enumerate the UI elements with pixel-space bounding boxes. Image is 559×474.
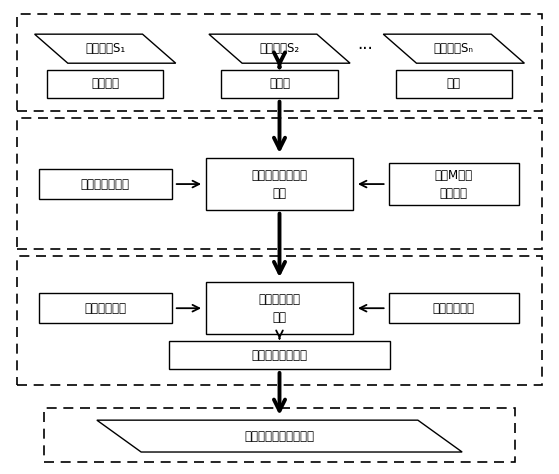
Text: 筛选相似像元: 筛选相似像元 <box>84 302 126 315</box>
Bar <box>169 341 390 369</box>
Text: 传感器辐射关联: 传感器辐射关联 <box>80 178 130 191</box>
Text: 基于M估计
类内拟合: 基于M估计 类内拟合 <box>435 169 473 200</box>
Text: 重采样: 重采样 <box>269 77 290 91</box>
Text: 变分框架迭代求解: 变分框架迭代求解 <box>252 348 307 362</box>
Text: 定量产品Sₙ: 定量产品Sₙ <box>434 42 474 55</box>
Bar <box>206 158 353 210</box>
Text: 分类: 分类 <box>447 77 461 91</box>
Polygon shape <box>35 34 176 63</box>
Bar <box>396 70 512 98</box>
Bar <box>39 293 172 323</box>
Text: 构造权重函数: 构造权重函数 <box>433 302 475 315</box>
Bar <box>17 15 542 110</box>
Text: ···: ··· <box>357 40 373 58</box>
Bar <box>44 408 515 462</box>
Text: 尺度差异不确定性
描述: 尺度差异不确定性 描述 <box>252 169 307 200</box>
Bar <box>206 283 353 334</box>
Bar <box>47 70 163 98</box>
Text: 时空融合模型
构建: 时空融合模型 构建 <box>258 293 301 324</box>
Text: 定量产品S₂: 定量产品S₂ <box>259 42 300 55</box>
Bar <box>17 256 542 384</box>
Polygon shape <box>209 34 350 63</box>
Bar <box>39 169 172 199</box>
Text: 定量产品S₁: 定量产品S₁ <box>85 42 125 55</box>
Polygon shape <box>97 420 462 452</box>
Bar <box>17 118 542 249</box>
Text: 几何配准: 几何配准 <box>91 77 119 91</box>
Text: 高时空分辨率定量产品: 高时空分辨率定量产品 <box>244 429 315 443</box>
Bar <box>389 163 519 205</box>
Polygon shape <box>383 34 524 63</box>
Bar <box>221 70 338 98</box>
Bar <box>389 293 519 323</box>
